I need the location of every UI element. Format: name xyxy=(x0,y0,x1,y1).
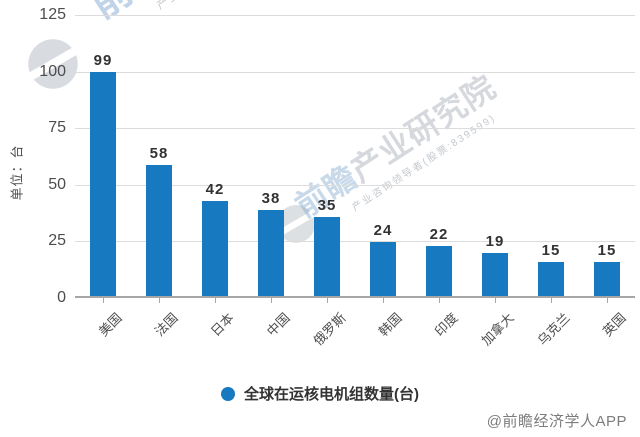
bar-value-label: 35 xyxy=(317,196,337,214)
bar-value-label: 15 xyxy=(597,242,617,260)
bar xyxy=(90,71,116,296)
x-tick-mark xyxy=(439,298,440,303)
y-tick-label: 0 xyxy=(57,289,66,306)
y-tick-label: 125 xyxy=(39,6,66,23)
bar-value-label: 99 xyxy=(93,51,113,69)
bar xyxy=(146,164,172,296)
bar-value-label: 24 xyxy=(373,221,393,239)
y-tick-label: 100 xyxy=(39,62,66,80)
y-tick-label: 50 xyxy=(48,175,66,193)
y-tick-label: 75 xyxy=(48,119,66,137)
x-axis-label: 印度 xyxy=(431,310,461,340)
x-axis-label: 中国 xyxy=(263,310,293,340)
bar-slot: 19 加拿大 xyxy=(467,15,523,348)
bar xyxy=(482,252,508,296)
bar-value-label: 15 xyxy=(541,242,561,260)
bar-slot: 15 乌克兰 xyxy=(523,15,579,348)
bar-slot: 15 英国 xyxy=(579,15,635,339)
x-axis-label: 英国 xyxy=(599,310,629,340)
bar-slot: 35 俄罗斯 xyxy=(299,15,355,349)
y-tick-label: 25 xyxy=(48,232,66,250)
x-tick-mark xyxy=(607,298,608,303)
y-axis-title: 单位：台 xyxy=(9,144,25,201)
x-tick-mark xyxy=(495,298,496,303)
bar-value-label: 22 xyxy=(429,226,449,244)
x-axis-label: 韩国 xyxy=(375,310,405,340)
x-tick-mark xyxy=(215,298,216,303)
gridline xyxy=(75,184,635,186)
bar-slot: 42 日本 xyxy=(187,15,243,339)
bar xyxy=(426,246,452,296)
bar-value-label: 19 xyxy=(485,232,505,250)
bar-value-label: 58 xyxy=(149,144,169,162)
bar-slot: 24 韩国 xyxy=(355,15,411,339)
legend-marker-icon xyxy=(221,386,235,401)
x-tick-mark xyxy=(551,298,552,303)
x-axis-label: 法国 xyxy=(151,310,181,340)
bar xyxy=(594,262,620,296)
x-tick-mark xyxy=(327,298,328,303)
legend-label: 全球在运核电机组数量(台) xyxy=(244,386,419,403)
gridline xyxy=(75,128,635,130)
gridline xyxy=(75,241,635,243)
x-axis-label: 乌克兰 xyxy=(534,310,573,349)
x-tick-mark xyxy=(159,298,160,303)
bar-value-label: 42 xyxy=(205,180,225,198)
x-axis-label: 俄罗斯 xyxy=(310,310,349,349)
bar-slot: 22 印度 xyxy=(411,15,467,339)
x-axis-label: 日本 xyxy=(207,310,237,340)
x-axis-label: 美国 xyxy=(95,310,125,340)
bar xyxy=(314,216,340,296)
bar-value-label: 38 xyxy=(261,189,281,207)
bar xyxy=(538,262,564,296)
source-credit: @前瞻经济学人APP xyxy=(486,413,627,430)
plot-area: 125 100 75 50 25 0 99 美国 58 法国 42 日本 38 中国 35 俄罗斯 24 韩国 22… xyxy=(39,6,635,349)
bar-series: 99 美国 58 法国 42 日本 38 中国 35 俄罗斯 24 韩国 22 印度 19 加拿大 15 乌克兰 1… xyxy=(75,15,635,349)
bar-slot: 38 中国 xyxy=(243,15,299,339)
x-tick-mark xyxy=(383,298,384,303)
x-axis-label: 加拿大 xyxy=(478,310,517,349)
gridline xyxy=(75,15,635,16)
bar-slot: 58 法国 xyxy=(131,15,187,339)
x-tick-mark xyxy=(271,298,272,303)
x-tick-mark xyxy=(103,298,104,303)
gridline xyxy=(75,71,635,73)
bar xyxy=(258,209,284,296)
bar xyxy=(202,200,228,296)
bar xyxy=(370,241,396,296)
legend: 全球在运核电机组数量(台) xyxy=(0,383,640,404)
bar-slot: 99 美国 xyxy=(75,15,131,339)
